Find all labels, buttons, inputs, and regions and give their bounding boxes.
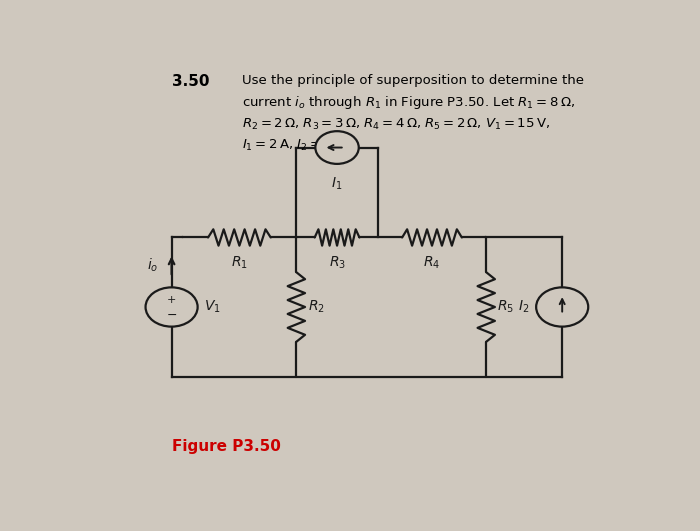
Circle shape: [315, 131, 358, 164]
Text: $V_1$: $V_1$: [204, 299, 221, 315]
Text: $R_5$: $R_5$: [497, 299, 514, 315]
Circle shape: [536, 287, 588, 327]
Text: $I_2$: $I_2$: [518, 299, 530, 315]
Text: $i_o$: $i_o$: [147, 256, 158, 274]
Text: $R_1$: $R_1$: [231, 255, 248, 271]
Text: $R_2$: $R_2$: [308, 299, 326, 315]
Text: 3.50: 3.50: [172, 74, 209, 89]
Text: Figure P3.50: Figure P3.50: [172, 439, 281, 454]
Text: Use the principle of superposition to determine the
current $i_o$ through $R_1$ : Use the principle of superposition to de…: [242, 74, 584, 153]
Text: $I_1$: $I_1$: [331, 175, 343, 192]
Text: $R_3$: $R_3$: [328, 255, 346, 271]
Text: +: +: [167, 295, 176, 305]
Text: −: −: [167, 309, 177, 322]
Circle shape: [146, 287, 197, 327]
Text: $R_4$: $R_4$: [424, 255, 440, 271]
